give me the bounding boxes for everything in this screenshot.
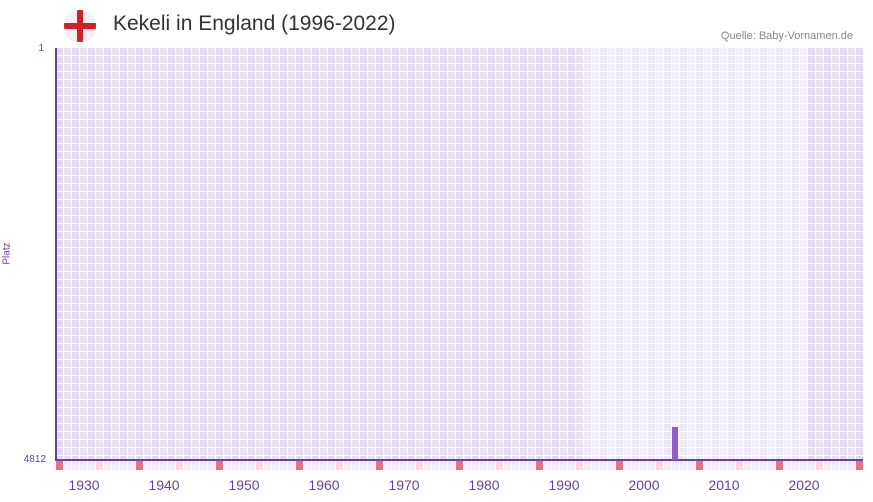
flag-icon (64, 10, 96, 42)
x-tick-label: 1950 (228, 477, 260, 493)
plot-area (56, 48, 864, 460)
x-tick-label: 1970 (388, 477, 420, 493)
x-tick-label: 2010 (708, 477, 740, 493)
x-axis (56, 459, 863, 461)
chart-title: Kekeli in England (1996-2022) (113, 12, 396, 35)
y-tick-bottom: 4812 (23, 454, 46, 465)
source-label: Quelle: Baby-Vornamen.de (720, 30, 853, 42)
x-tick-label: 1980 (468, 477, 500, 493)
y-axis-label: Platz (1, 242, 13, 265)
background-grid (56, 48, 864, 460)
x-tick-label: 1930 (68, 477, 100, 493)
x-tick-label: 1990 (548, 477, 580, 493)
y-axis (55, 48, 57, 461)
x-tick-label: 2020 (788, 477, 820, 493)
year-strip (56, 461, 864, 470)
x-tick-label: 2000 (628, 477, 660, 493)
bar-2005[interactable] (672, 427, 678, 460)
x-tick-label: 1940 (148, 477, 180, 493)
x-tick-label: 1960 (308, 477, 340, 493)
y-tick-top: 1 (38, 43, 44, 54)
